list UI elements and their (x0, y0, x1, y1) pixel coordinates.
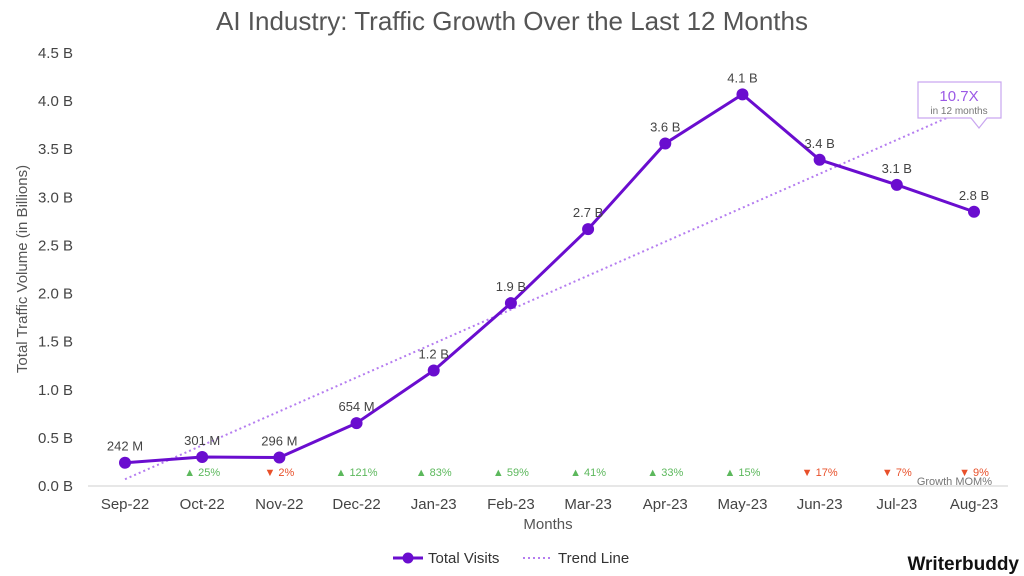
callout-value: 10.7X (939, 88, 978, 105)
x-tick-label: May-23 (717, 496, 767, 513)
y-tick-label: 3.5 B (38, 141, 73, 158)
x-tick-label: Feb-23 (487, 496, 535, 513)
data-point (736, 88, 749, 101)
data-label: 2.8 B (959, 188, 989, 203)
data-point (427, 364, 440, 377)
x-tick-label: Aug-23 (950, 496, 998, 513)
legend-total-visits-label: Total Visits (428, 550, 499, 567)
data-point (659, 137, 672, 150)
data-label: 3.4 B (804, 136, 834, 151)
data-labels: 242 M 301 M 296 M 654 M 1.2 B 1.9 B 2.7 B 3.6 B… (107, 70, 989, 453)
data-point (350, 417, 363, 430)
legend-trend-label: Trend Line (558, 550, 629, 567)
y-tick-label: 0.5 B (38, 430, 73, 447)
data-label: 1.2 B (419, 347, 449, 362)
data-point (813, 153, 826, 166)
growth-down-value: ▼ 9% (959, 467, 989, 479)
y-tick-label: 0.0 B (38, 478, 73, 495)
data-label: 4.1 B (727, 70, 757, 85)
x-tick-label: Sep-22 (101, 496, 149, 513)
total-visits-line (124, 92, 975, 465)
y-tick-label: 1.0 B (38, 382, 73, 399)
growth-up-value: ▲ 15% (724, 467, 760, 479)
x-tick-label: Jun-23 (797, 496, 843, 513)
data-label: 654 M (338, 399, 374, 414)
growth-up-value: ▲ 33% (647, 467, 683, 479)
data-point (968, 205, 980, 218)
data-label: 242 M (107, 439, 143, 454)
data-label: 3.1 B (882, 161, 912, 176)
y-axis-label: Total Traffic Volume (in Billions) (14, 165, 31, 373)
y-tick-label: 4.5 B (38, 45, 73, 62)
data-point (119, 456, 131, 469)
data-label: 2.7 B (573, 205, 603, 220)
data-point (582, 223, 595, 236)
y-axis-ticks: 0.0 B 0.5 B 1.0 B 1.5 B 2.0 B 2.5 B 3.0 B 3.5 B… (38, 45, 73, 495)
x-tick-label: Jan-23 (411, 496, 457, 513)
y-tick-label: 1.5 B (38, 334, 73, 351)
growth-down-value: ▼ 2% (264, 467, 294, 479)
y-tick-label: 2.0 B (38, 286, 73, 303)
data-label: 1.9 B (496, 279, 526, 294)
growth-row: ▲ 25% ▼ 2% ▲ 121% ▲ 83% ▲ 59% ▲ 41% ▲ 33% ▲ 15%… (184, 467, 989, 479)
brand-logo: Writerbuddy (907, 554, 1019, 575)
x-tick-label: Oct-22 (180, 496, 225, 513)
chart-title: AI Industry: Traffic Growth Over the Las… (216, 6, 808, 36)
data-label: 301 M (184, 433, 220, 448)
growth-callout: 10.7X in 12 months (917, 81, 1002, 129)
data-label: 3.6 B (650, 119, 680, 134)
data-point (890, 178, 903, 191)
data-label: 296 M (261, 434, 297, 449)
y-tick-label: 2.5 B (38, 237, 73, 254)
growth-down-value: ▼ 17% (802, 467, 838, 479)
series-layer (119, 88, 980, 469)
x-tick-label: Apr-23 (643, 496, 688, 513)
growth-up-value: ▲ 59% (493, 467, 529, 479)
x-tick-label: Dec-22 (332, 496, 380, 513)
growth-up-value: ▲ 41% (570, 467, 606, 479)
growth-up-value: ▲ 25% (184, 467, 220, 479)
x-tick-label: Mar-23 (564, 496, 612, 513)
data-point (273, 451, 286, 464)
growth-caption: Growth MOM% (917, 476, 992, 488)
callout-box (917, 81, 1002, 129)
x-tick-label: Jul-23 (876, 496, 917, 513)
y-tick-label: 3.0 B (38, 189, 73, 206)
trend-line-layer (124, 105, 975, 481)
trend-line (124, 105, 975, 481)
data-point (196, 451, 209, 464)
x-axis-label: Months (523, 516, 572, 533)
growth-up-value: ▲ 121% (336, 467, 378, 479)
brand-logo-text: Writerbuddy (907, 554, 1019, 575)
data-point (504, 297, 517, 310)
x-tick-label: Nov-22 (255, 496, 303, 513)
y-tick-label: 4.0 B (38, 93, 73, 110)
x-axis-ticks: Sep-22 Oct-22 Nov-22 Dec-22 Jan-23 Feb-23 Mar-… (101, 496, 998, 513)
callout-subtext: in 12 months (930, 106, 987, 117)
legend-total-visits-marker (402, 552, 414, 564)
growth-up-value: ▲ 83% (416, 467, 452, 479)
legend: Total Visits Trend Line (393, 550, 629, 567)
growth-down-value: ▼ 7% (882, 467, 912, 479)
